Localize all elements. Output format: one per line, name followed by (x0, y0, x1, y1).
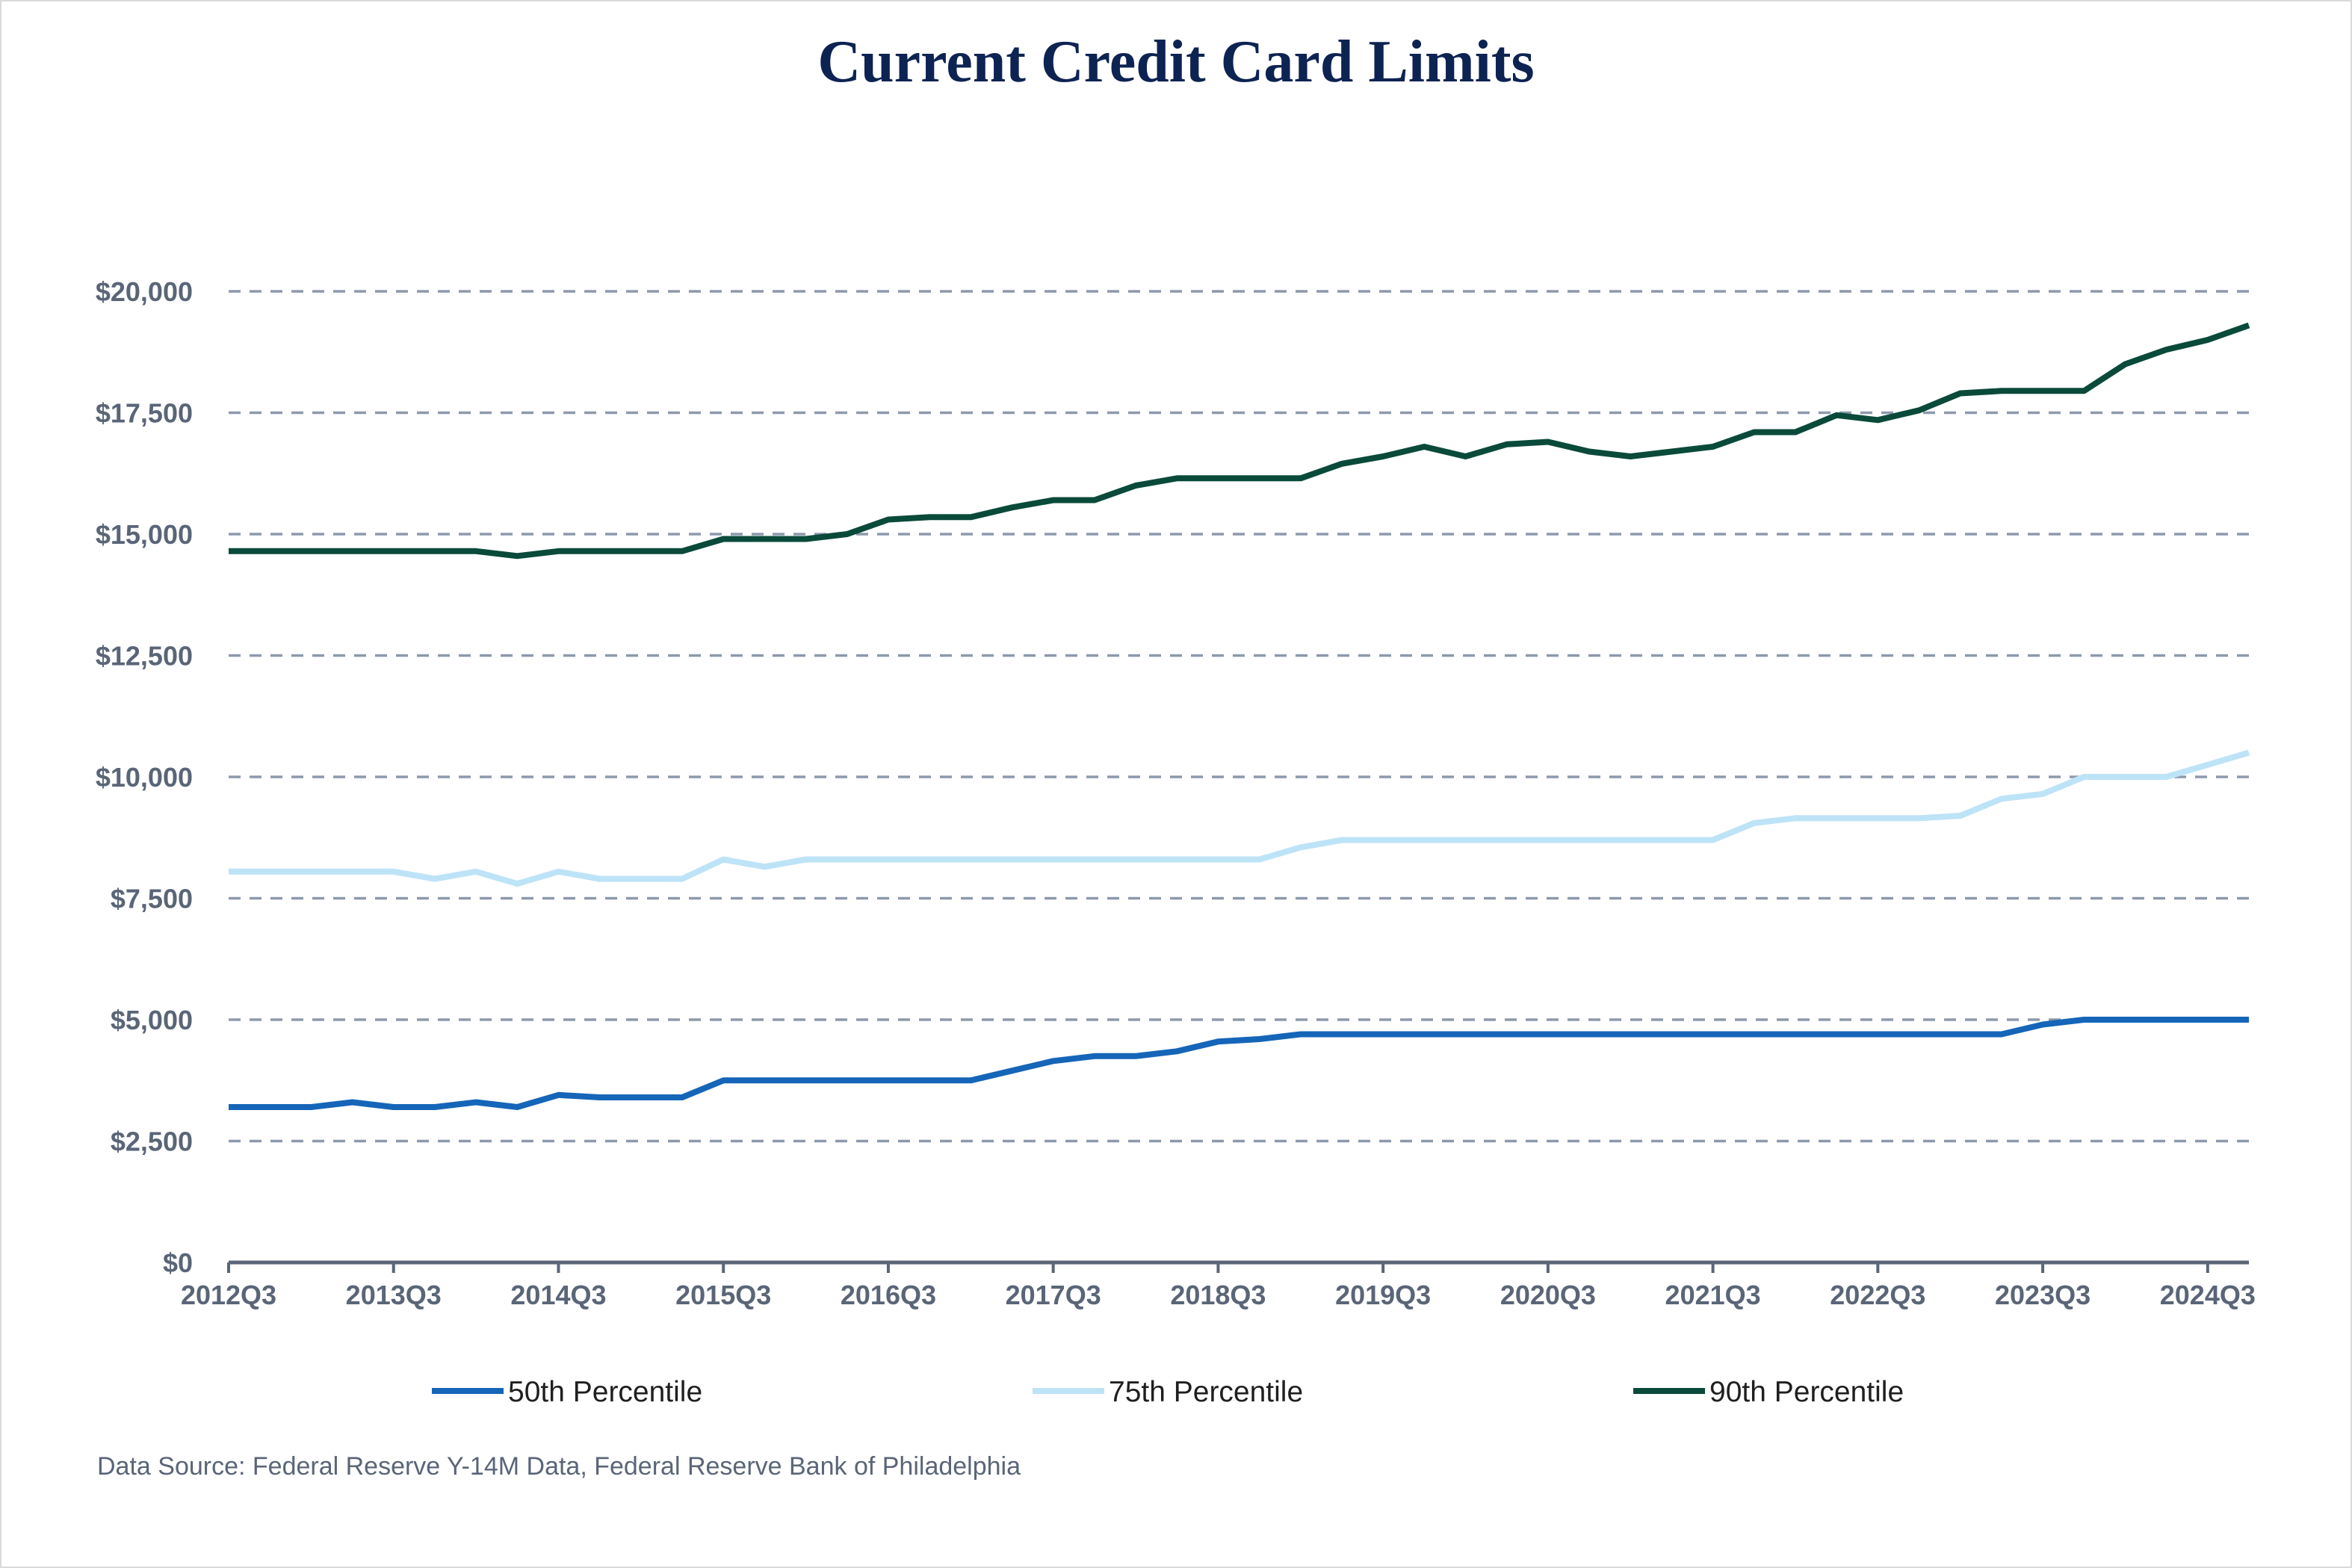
x-axis (227, 1260, 2249, 1273)
x-tick-label: 2016Q3 (841, 1280, 936, 1310)
y-tick-label: $10,000 (96, 762, 193, 793)
legend-label: 90th Percentile (1709, 1376, 1904, 1408)
legend: 50th Percentile 75th Percentile 90th Perce… (432, 1376, 1904, 1408)
y-tick-label: $15,000 (96, 519, 193, 550)
x-tick-label: 2013Q3 (346, 1280, 442, 1310)
y-tick-label: $7,500 (111, 884, 193, 914)
y-tick-label: $17,500 (96, 398, 193, 429)
x-tick-label: 2015Q3 (675, 1280, 771, 1310)
y-tick-label: $5,000 (111, 1005, 193, 1035)
x-tick-label: 2021Q3 (1665, 1280, 1761, 1310)
series-line-1 (229, 1017, 2249, 1110)
y-tick-label: $12,500 (96, 641, 193, 672)
x-tick-label: 2012Q3 (181, 1280, 276, 1310)
x-tick-label: 2017Q3 (1006, 1280, 1101, 1310)
x-tick-label: 2018Q3 (1170, 1280, 1266, 1310)
y-axis-tick-labels: $0 $2,500 $5,000 $7,500 $10,000 $12,500 $15,00… (96, 276, 193, 1278)
gridlines (229, 290, 2249, 1143)
legend-label: 50th Percentile (508, 1376, 702, 1408)
data-source-note: Data Source: Federal Reserve Y-14M Data,… (97, 1452, 1021, 1481)
x-tick-label: 2020Q3 (1500, 1280, 1596, 1310)
legend-label: 75th Percentile (1109, 1376, 1303, 1408)
x-tick-label: 2023Q3 (1995, 1280, 2091, 1310)
series-line-2 (229, 749, 2250, 887)
x-tick-label: 2019Q3 (1335, 1280, 1431, 1310)
chart-title: Current Credit Card Limits (817, 29, 1535, 95)
x-tick-label: 2014Q3 (510, 1280, 606, 1310)
series-line-3 (229, 322, 2250, 560)
x-axis-tick-labels: 2012Q3 2013Q3 2014Q3 2015Q3 2016Q3 2017Q3 2018… (181, 1280, 2256, 1310)
x-tick-label: 2024Q3 (2160, 1280, 2256, 1310)
y-tick-label: $2,500 (111, 1127, 193, 1157)
y-tick-label: $20,000 (96, 276, 193, 307)
x-tick-label: 2022Q3 (1830, 1280, 1925, 1310)
series-lines (229, 322, 2250, 1110)
y-tick-label: $0 (163, 1248, 193, 1278)
